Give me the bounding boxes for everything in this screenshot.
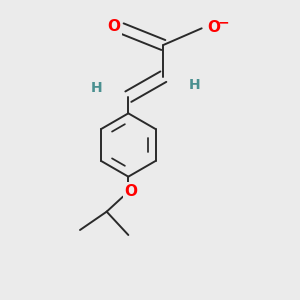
Text: −: −: [218, 15, 229, 29]
Text: O: O: [107, 19, 120, 34]
Text: O: O: [208, 20, 221, 35]
Text: H: H: [91, 81, 103, 95]
Text: O: O: [124, 184, 137, 199]
Text: H: H: [189, 78, 201, 92]
